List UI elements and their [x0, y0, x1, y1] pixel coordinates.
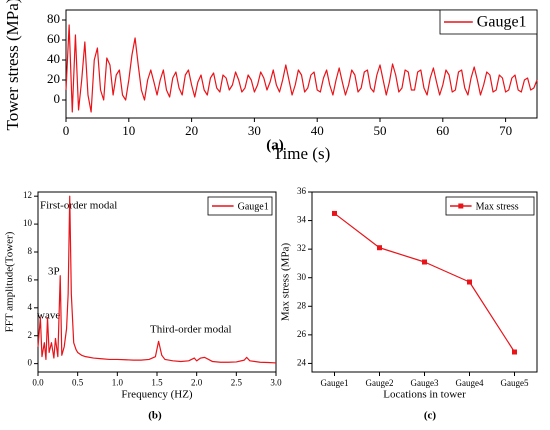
panel-label: (b): [148, 410, 162, 422]
marker: [422, 259, 427, 265]
legend-label: Gauge1: [477, 14, 527, 31]
x-tick-label: 30: [248, 123, 261, 138]
x-tick-label: Gauge4: [456, 378, 484, 388]
x-tick-label: 20: [185, 123, 198, 138]
plot-frame: [37, 191, 277, 373]
marker: [467, 279, 472, 285]
y-tick-label: 32: [297, 243, 306, 253]
y-tick-label: 26: [297, 329, 307, 339]
x-tick-label: 0.5: [72, 377, 84, 387]
annotation: 3P: [48, 266, 60, 278]
plot-frame: [65, 9, 538, 119]
y-tick-label: 4: [28, 302, 33, 312]
annotation: First-order modal: [40, 200, 117, 212]
x-tick-label: 1.0: [112, 377, 124, 387]
y-tick-label: 2: [28, 330, 33, 340]
legend-box: [207, 196, 273, 216]
y-tick-label: 34: [297, 215, 307, 225]
y-tick-label: 10: [23, 218, 33, 228]
y-tick-label: 80: [47, 11, 60, 26]
panel-label: (c): [424, 410, 437, 422]
x-tick-label: 0.0: [32, 377, 44, 387]
y-tick-label: 60: [47, 31, 60, 46]
y-tick-label: 6: [28, 274, 33, 284]
y-tick-label: 40: [47, 51, 60, 66]
x-tick-label: 10: [122, 123, 135, 138]
y-tick-label: 0: [28, 358, 33, 368]
plot-frame: [311, 191, 538, 373]
y-tick-label: 36: [297, 186, 307, 196]
y-tick-label: 8: [28, 246, 33, 256]
legend-box: [445, 196, 535, 216]
marker: [512, 349, 517, 355]
x-tick-label: 50: [374, 123, 387, 138]
x-tick-label: Gauge3: [411, 378, 439, 388]
y-tick-label: 12: [23, 190, 32, 200]
x-tick-label: 0: [63, 123, 70, 138]
annotation: wave: [37, 310, 60, 322]
y-tick-label: 30: [297, 272, 307, 282]
x-axis-label: Frequency (HZ): [121, 389, 193, 401]
y-tick-label: 0: [54, 91, 61, 106]
y-tick-label: 20: [47, 71, 60, 86]
legend-label: Max stress: [476, 201, 519, 212]
annotation: Third-order modal: [150, 324, 232, 336]
legend-label: Gauge1: [238, 201, 269, 212]
x-axis-label: Locations in tower: [383, 389, 466, 401]
marker: [332, 210, 337, 216]
data-line: [65, 24, 538, 113]
data-line: [334, 212, 516, 353]
x-tick-label: 60: [436, 123, 449, 138]
x-tick-label: 3.0: [270, 377, 282, 387]
panel-label: (a): [266, 137, 284, 153]
x-tick-label: 70: [499, 123, 512, 138]
y-axis-label: Max stress (MPa): [280, 243, 292, 322]
x-tick-label: 40: [311, 123, 324, 138]
x-tick-label: 2.5: [231, 377, 243, 387]
legend-marker: [458, 203, 464, 209]
x-tick-label: Gauge2: [366, 378, 394, 388]
data-line: [37, 195, 277, 364]
y-axis-label: FFT amplitude(Tower): [4, 231, 16, 332]
x-axis-label: Time (s): [273, 144, 330, 163]
marker: [377, 245, 382, 251]
y-axis-label: Tower stress (MPa): [3, 0, 22, 130]
y-tick-label: 24: [297, 357, 307, 367]
x-tick-label: Gauge5: [501, 378, 529, 388]
y-tick-label: 28: [297, 300, 307, 310]
x-tick-label: Gauge1: [321, 378, 349, 388]
x-tick-label: 1.5: [151, 377, 163, 387]
x-tick-label: 2.0: [191, 377, 203, 387]
